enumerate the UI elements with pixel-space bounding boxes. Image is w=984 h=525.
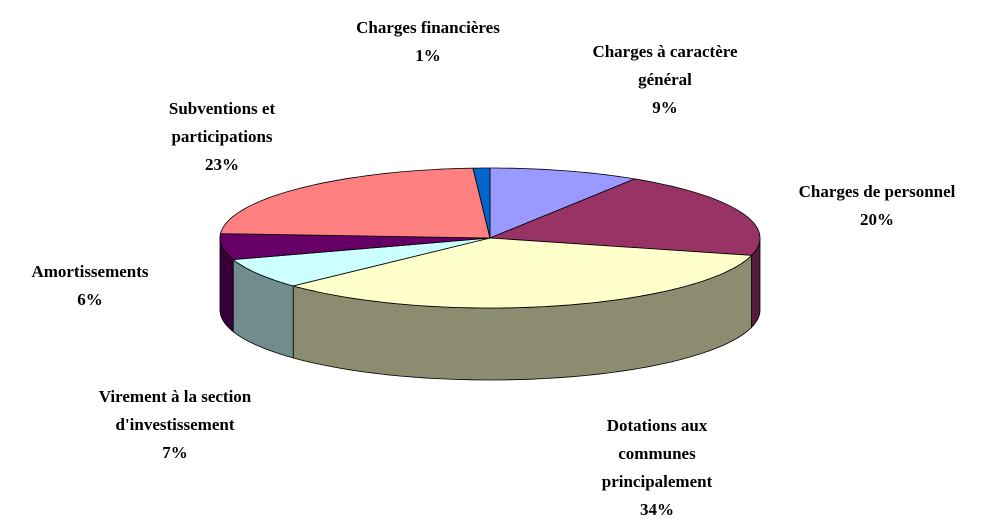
slice — [489, 178, 761, 256]
slice — [232, 237, 491, 287]
category-label: Amortissements — [31, 262, 149, 281]
category-label: Charges financières — [356, 18, 500, 37]
value-label: 34% — [640, 500, 674, 519]
value-label: 20% — [860, 210, 894, 229]
slice-label: Charges à caractère général 9% — [565, 38, 765, 122]
slice — [219, 167, 491, 239]
slice — [472, 167, 491, 239]
slice-label: Amortissements 6% — [0, 258, 185, 314]
slice-label: Dotations aux communes principalement 34% — [582, 412, 732, 524]
slice-label: Charges financières 1% — [318, 14, 538, 70]
slice — [291, 237, 753, 309]
slice-label: Virement à la section d'investissement 7% — [60, 383, 290, 467]
value-label: 23% — [205, 155, 239, 174]
slice-label: Charges de personnel 20% — [757, 178, 984, 234]
category-label: Charges de personnel — [798, 182, 956, 201]
value-label: 9% — [652, 98, 678, 117]
slice — [219, 233, 491, 261]
slice-label: Subventions et participations 23% — [147, 95, 297, 179]
category-label: Subventions et participations — [168, 99, 276, 146]
value-label: 7% — [162, 443, 188, 462]
category-label: Dotations aux communes principalement — [601, 416, 713, 491]
category-label: Virement à la section d'investissement — [98, 387, 252, 434]
category-label: Charges à caractère général — [592, 42, 738, 89]
value-label: 1% — [415, 46, 441, 65]
slice — [489, 167, 637, 239]
value-label: 6% — [77, 290, 103, 309]
